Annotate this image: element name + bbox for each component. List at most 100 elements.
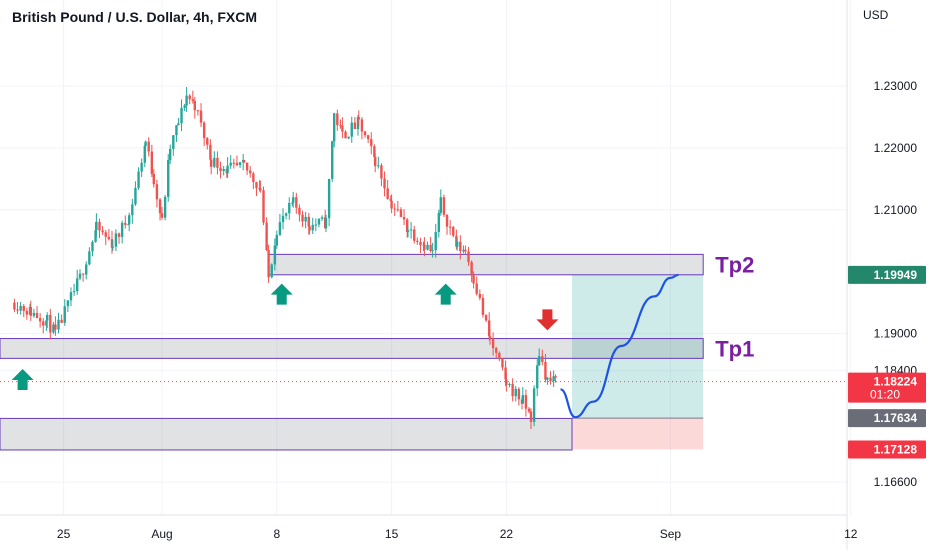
candle-body — [380, 165, 383, 179]
arrow-up-icon[interactable] — [11, 369, 34, 391]
candle-body — [111, 246, 114, 248]
candle-body — [366, 135, 370, 140]
candle-body — [152, 173, 155, 185]
candle-body — [448, 226, 452, 228]
zone-box[interactable] — [0, 338, 704, 359]
candle-body — [333, 113, 336, 142]
time-tick-label: 25 — [57, 527, 71, 541]
candle-body — [98, 221, 101, 231]
candle-body — [144, 141, 147, 146]
candle-body — [517, 388, 521, 400]
entry-price-badge[interactable] — [848, 409, 926, 428]
candle-body — [25, 310, 29, 315]
candle-body — [19, 305, 22, 311]
time-tick-label: 8 — [273, 527, 280, 541]
candle-body — [488, 336, 492, 339]
position-stop-area[interactable] — [572, 418, 704, 450]
position-target-area[interactable] — [572, 274, 704, 419]
stop-price-badge[interactable] — [848, 440, 926, 459]
candle-body — [529, 411, 533, 422]
candle-body — [229, 162, 232, 166]
candle-body — [22, 305, 25, 311]
overlay-layer[interactable] — [0, 273, 847, 419]
candle-body — [275, 234, 278, 246]
candle-body — [546, 377, 549, 380]
candle-body — [554, 376, 557, 378]
zone-box[interactable] — [0, 417, 573, 451]
zone-box[interactable] — [268, 253, 704, 276]
candle-body — [249, 170, 252, 174]
candle-body — [270, 264, 273, 278]
candle-body — [549, 377, 552, 382]
arrow-up-icon[interactable] — [270, 283, 293, 305]
candle-body — [72, 291, 76, 293]
candle-body — [455, 235, 458, 247]
candle-body — [85, 264, 88, 275]
candle-body — [504, 367, 507, 380]
last-price-badge[interactable] — [848, 372, 926, 403]
candle-body — [95, 221, 98, 231]
candle-body — [464, 249, 467, 252]
candle-body — [292, 197, 295, 203]
price-tick-label: 1.16600 — [874, 475, 918, 489]
candle-body — [120, 222, 124, 237]
candle-body — [389, 198, 392, 201]
candle-body — [434, 232, 437, 251]
candle-body — [128, 215, 131, 225]
candle-body — [216, 157, 219, 168]
candle-body — [94, 230, 97, 242]
long-position-tool[interactable] — [572, 274, 704, 450]
candle-body — [459, 241, 462, 252]
candle-body — [104, 232, 107, 237]
candle-body — [402, 216, 406, 220]
candle-body — [78, 273, 82, 279]
candle-body — [339, 125, 342, 127]
candle-body — [396, 209, 400, 211]
candle-body — [16, 309, 19, 311]
candle-body — [124, 222, 127, 225]
candle-body — [487, 320, 491, 337]
time-tick-label: 15 — [385, 527, 399, 541]
candle-body — [356, 117, 360, 130]
candle-body — [284, 213, 288, 216]
candle-body — [470, 261, 473, 276]
zone-label-tp1: Tp1 — [715, 336, 754, 361]
candle-body — [514, 388, 517, 397]
arrow-up-icon[interactable] — [434, 283, 457, 305]
target-price-badge[interactable] — [848, 265, 926, 284]
candle-body — [69, 292, 73, 301]
candle-body — [180, 107, 183, 124]
candle-body — [235, 162, 239, 166]
candle-body — [63, 306, 66, 323]
zone-layer[interactable]: Tp2 Tp1 — [0, 253, 754, 451]
stop-price-badge-text: 1.17128 — [874, 442, 918, 456]
candle-body — [393, 208, 396, 210]
candle-body — [298, 207, 301, 215]
candle-body — [481, 297, 485, 315]
candle-body — [127, 224, 130, 226]
candle-body — [390, 200, 393, 209]
candle-body — [291, 202, 294, 204]
candle-body — [13, 302, 16, 310]
candle-body — [188, 95, 191, 100]
candle-body — [324, 218, 328, 229]
candle-body — [222, 168, 225, 172]
candle-body — [46, 314, 49, 321]
candle-body — [532, 388, 536, 422]
projection-curve[interactable] — [560, 273, 679, 419]
currency-label[interactable]: USD — [863, 8, 889, 22]
candle-body — [252, 173, 255, 183]
candle-body — [357, 117, 360, 120]
candle-body — [163, 196, 167, 218]
candle-body — [76, 278, 79, 292]
candle-body — [226, 165, 229, 174]
candle-body — [49, 314, 52, 333]
candle-body — [35, 312, 39, 319]
arrow-down-icon[interactable] — [536, 309, 559, 331]
grid-layer — [0, 0, 852, 515]
candle-body — [175, 125, 178, 136]
candle-body — [262, 190, 265, 223]
candle-body — [419, 241, 422, 246]
